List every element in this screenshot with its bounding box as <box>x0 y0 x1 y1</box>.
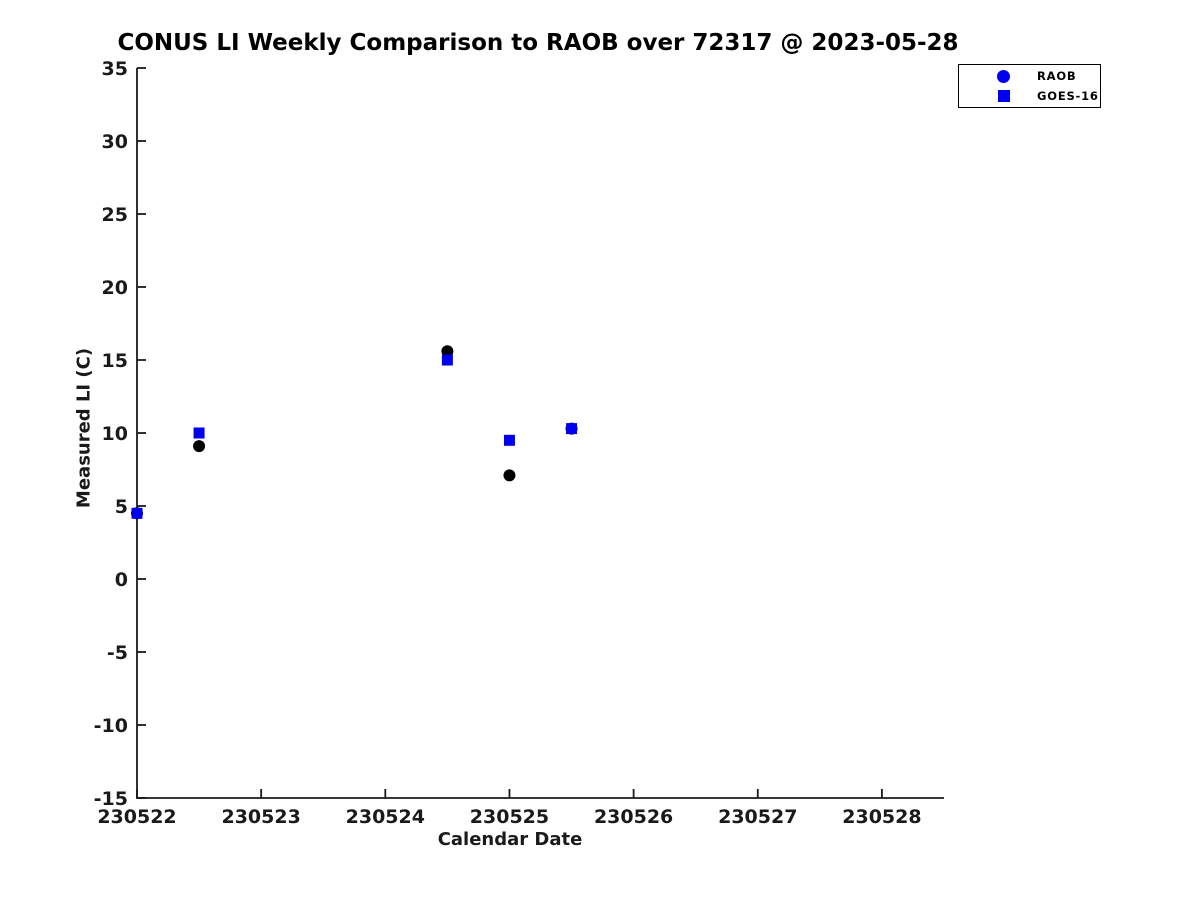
y-tick-label: -10 <box>94 715 128 737</box>
y-tick-label: -15 <box>94 788 128 810</box>
y-tick-label: -5 <box>107 642 128 664</box>
y-tick-label: 25 <box>102 204 128 226</box>
x-tick-label: 230528 <box>842 806 921 828</box>
raob-marker-icon <box>997 69 1010 83</box>
y-tick-label: 0 <box>115 569 128 591</box>
data-point-goes-16 <box>131 507 143 519</box>
y-tick-label: 30 <box>102 131 128 153</box>
y-axis-label: Measured LI (C) <box>73 347 95 509</box>
x-axis-label: Calendar Date <box>437 829 583 850</box>
legend-item-goes16: GOES-16 <box>959 87 1100 104</box>
data-point-goes-16 <box>566 423 578 435</box>
legend: RAOB GOES-16 <box>958 64 1101 108</box>
data-point-raob <box>503 469 516 482</box>
x-tick-label: 230526 <box>594 806 673 828</box>
x-tick-label: 230525 <box>470 806 549 828</box>
x-tick-label: 230527 <box>718 806 797 828</box>
x-tick-label: 230524 <box>346 806 425 828</box>
data-point-raob <box>441 345 454 358</box>
legend-item-raob: RAOB <box>959 68 1100 85</box>
y-tick-label: 20 <box>102 277 128 299</box>
goes16-marker-icon <box>998 89 1010 102</box>
x-tick-label: 230523 <box>221 806 300 828</box>
legend-label-raob: RAOB <box>1037 69 1077 84</box>
y-tick-label: 5 <box>115 496 128 518</box>
y-tick-label: 15 <box>102 350 128 372</box>
data-point-goes-16 <box>441 354 453 366</box>
y-tick-label: 10 <box>102 423 128 445</box>
data-point-goes-16 <box>193 427 205 439</box>
x-tick-label: 230522 <box>97 806 176 828</box>
data-point-goes-16 <box>503 434 515 446</box>
legend-label-goes16: GOES-16 <box>1037 88 1099 103</box>
data-point-raob <box>193 440 206 453</box>
chart-title: CONUS LI Weekly Comparison to RAOB over … <box>117 30 959 56</box>
y-tick-label: 35 <box>102 58 128 80</box>
